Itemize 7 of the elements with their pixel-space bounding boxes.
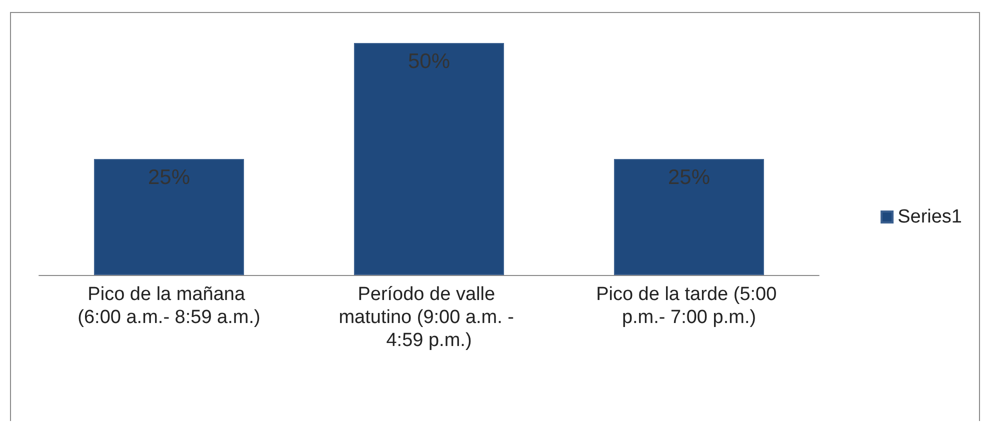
x-tick-label: Período de valle matutino (9:00 a.m. - 4:59 p.m.) [338,284,520,351]
x-tick-label: Pico de la tarde (5:00 p.m.- 7:00 p.m.) [596,284,782,328]
data-label: 25% [668,166,710,189]
x-tick-label: Pico de la mañana (6:00 a.m.- 8:59 a.m.) [78,284,260,328]
data-label: 50% [408,50,450,73]
legend-label: Series1 [898,206,962,228]
data-label: 25% [148,166,190,189]
